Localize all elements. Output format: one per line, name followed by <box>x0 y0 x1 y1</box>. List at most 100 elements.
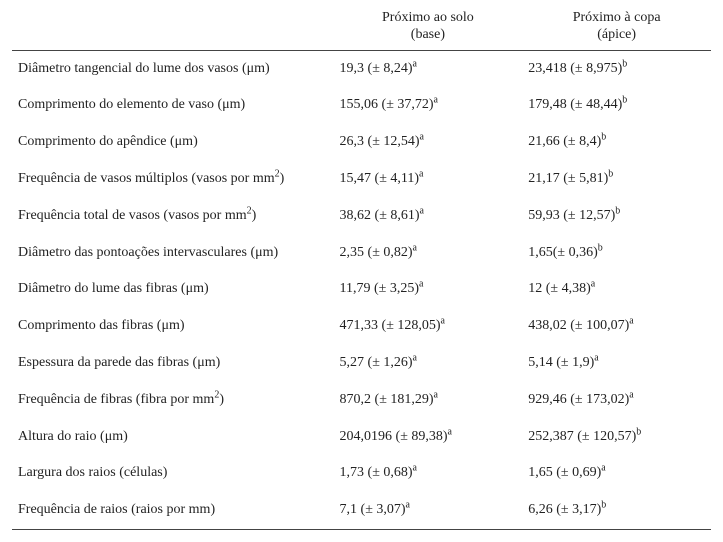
apice-value-text: 5,14 (± 1,9) <box>528 355 594 370</box>
row-apice-value: 5,14 (± 1,9)a <box>522 345 711 382</box>
header-cell-base: Próximo ao solo (base) <box>334 6 523 50</box>
row-label: Comprimento das fibras (μm) <box>12 308 334 345</box>
row-base-value: 7,1 (± 3,07)a <box>334 492 523 529</box>
table-row: Espessura da parede das fibras (μm)5,27 … <box>12 345 711 382</box>
row-label-pre: Frequência total de vasos (vasos por mm <box>18 208 247 223</box>
table-row: Diâmetro das pontoações intervasculares … <box>12 235 711 272</box>
table-row: Largura dos raios (células)1,73 (± 0,68)… <box>12 455 711 492</box>
apice-value-sup: b <box>601 132 606 143</box>
apice-value-sup: b <box>636 426 641 437</box>
apice-value-sup: a <box>629 316 633 327</box>
apice-value-sup: b <box>622 95 627 106</box>
row-label: Frequência de fibras (fibra por mm2) <box>12 382 334 419</box>
row-apice-value: 252,387 (± 120,57)b <box>522 419 711 456</box>
base-value-text: 870,2 (± 181,29) <box>340 392 434 407</box>
apice-value-text: 6,26 (± 3,17) <box>528 502 601 517</box>
header-cell-empty <box>12 6 334 50</box>
base-value-sup: a <box>420 132 424 143</box>
table-row: Frequência total de vasos (vasos por mm2… <box>12 198 711 235</box>
apice-value-text: 21,66 (± 8,4) <box>528 134 601 149</box>
base-value-sup: a <box>441 316 445 327</box>
table-row: Comprimento das fibras (μm)471,33 (± 128… <box>12 308 711 345</box>
row-label: Diâmetro tangencial do lume dos vasos (μ… <box>12 50 334 87</box>
row-base-value: 2,35 (± 0,82)a <box>334 235 523 272</box>
apice-value-sup: a <box>591 279 595 290</box>
row-apice-value: 21,17 (± 5,81)b <box>522 161 711 198</box>
row-base-value: 870,2 (± 181,29)a <box>334 382 523 419</box>
base-value-text: 204,0196 (± 89,38) <box>340 429 448 444</box>
row-base-value: 155,06 (± 37,72)a <box>334 87 523 124</box>
table-body: Diâmetro tangencial do lume dos vasos (μ… <box>12 50 711 529</box>
base-value-sup: a <box>448 426 452 437</box>
row-label: Largura dos raios (células) <box>12 455 334 492</box>
base-value-sup: a <box>413 463 417 474</box>
base-value-text: 471,33 (± 128,05) <box>340 318 441 333</box>
apice-value-sup: a <box>601 463 605 474</box>
apice-value-text: 929,46 (± 173,02) <box>528 392 629 407</box>
header-base-line2: (base) <box>340 27 517 44</box>
row-label: Diâmetro do lume das fibras (μm) <box>12 271 334 308</box>
base-value-sup: a <box>434 95 438 106</box>
table-row: Comprimento do apêndice (μm)26,3 (± 12,5… <box>12 124 711 161</box>
row-apice-value: 1,65(± 0,36)b <box>522 235 711 272</box>
row-base-value: 15,47 (± 4,11)a <box>334 161 523 198</box>
row-base-value: 204,0196 (± 89,38)a <box>334 419 523 456</box>
row-apice-value: 59,93 (± 12,57)b <box>522 198 711 235</box>
row-label: Comprimento do elemento de vaso (μm) <box>12 87 334 124</box>
apice-value-sup: a <box>594 352 598 363</box>
row-base-value: 471,33 (± 128,05)a <box>334 308 523 345</box>
base-value-sup: a <box>406 500 410 511</box>
base-value-sup: a <box>434 389 438 400</box>
apice-value-sup: b <box>608 168 613 179</box>
table-row: Diâmetro tangencial do lume dos vasos (μ… <box>12 50 711 87</box>
header-apice-line1: Próximo à copa <box>528 10 705 27</box>
row-base-value: 11,79 (± 3,25)a <box>334 271 523 308</box>
base-value-text: 1,73 (± 0,68) <box>340 465 413 480</box>
row-base-value: 1,73 (± 0,68)a <box>334 455 523 492</box>
apice-value-text: 12 (± 4,38) <box>528 281 591 296</box>
apice-value-text: 252,387 (± 120,57) <box>528 429 636 444</box>
row-apice-value: 438,02 (± 100,07)a <box>522 308 711 345</box>
table-row: Comprimento do elemento de vaso (μm)155,… <box>12 87 711 124</box>
base-value-text: 155,06 (± 37,72) <box>340 97 434 112</box>
row-label-post: ) <box>280 171 285 186</box>
data-table: Próximo ao solo (base) Próximo à copa (á… <box>12 6 711 530</box>
table-header: Próximo ao solo (base) Próximo à copa (á… <box>12 6 711 50</box>
row-base-value: 19,3 (± 8,24)a <box>334 50 523 87</box>
apice-value-sup: b <box>598 242 603 253</box>
apice-value-sup: b <box>615 205 620 216</box>
apice-value-text: 59,93 (± 12,57) <box>528 208 615 223</box>
row-label-pre: Frequência de fibras (fibra por mm <box>18 392 214 407</box>
row-apice-value: 12 (± 4,38)a <box>522 271 711 308</box>
row-label-post: ) <box>252 208 257 223</box>
table-row: Frequência de vasos múltiplos (vasos por… <box>12 161 711 198</box>
base-value-text: 2,35 (± 0,82) <box>340 245 413 260</box>
page: Próximo ao solo (base) Próximo à copa (á… <box>0 0 723 542</box>
apice-value-text: 23,418 (± 8,975) <box>528 61 622 76</box>
apice-value-text: 1,65 (± 0,69) <box>528 465 601 480</box>
apice-value-text: 438,02 (± 100,07) <box>528 318 629 333</box>
base-value-sup: a <box>413 242 417 253</box>
apice-value-text: 21,17 (± 5,81) <box>528 171 608 186</box>
base-value-text: 19,3 (± 8,24) <box>340 61 413 76</box>
row-label: Altura do raio (μm) <box>12 419 334 456</box>
row-label-pre: Frequência de vasos múltiplos (vasos por… <box>18 171 275 186</box>
apice-value-sup: a <box>629 389 633 400</box>
row-apice-value: 929,46 (± 173,02)a <box>522 382 711 419</box>
row-apice-value: 1,65 (± 0,69)a <box>522 455 711 492</box>
row-apice-value: 6,26 (± 3,17)b <box>522 492 711 529</box>
row-base-value: 5,27 (± 1,26)a <box>334 345 523 382</box>
row-base-value: 26,3 (± 12,54)a <box>334 124 523 161</box>
base-value-text: 15,47 (± 4,11) <box>340 171 420 186</box>
base-value-text: 11,79 (± 3,25) <box>340 281 420 296</box>
table-row: Frequência de fibras (fibra por mm2)870,… <box>12 382 711 419</box>
base-value-text: 7,1 (± 3,07) <box>340 502 406 517</box>
base-value-sup: a <box>413 352 417 363</box>
header-apice-line2: (ápice) <box>528 27 705 44</box>
header-base-line1: Próximo ao solo <box>340 10 517 27</box>
row-apice-value: 23,418 (± 8,975)b <box>522 50 711 87</box>
apice-value-sup: b <box>622 58 627 69</box>
base-value-sup: a <box>420 205 424 216</box>
row-label: Frequência total de vasos (vasos por mm2… <box>12 198 334 235</box>
apice-value-text: 1,65(± 0,36) <box>528 245 598 260</box>
